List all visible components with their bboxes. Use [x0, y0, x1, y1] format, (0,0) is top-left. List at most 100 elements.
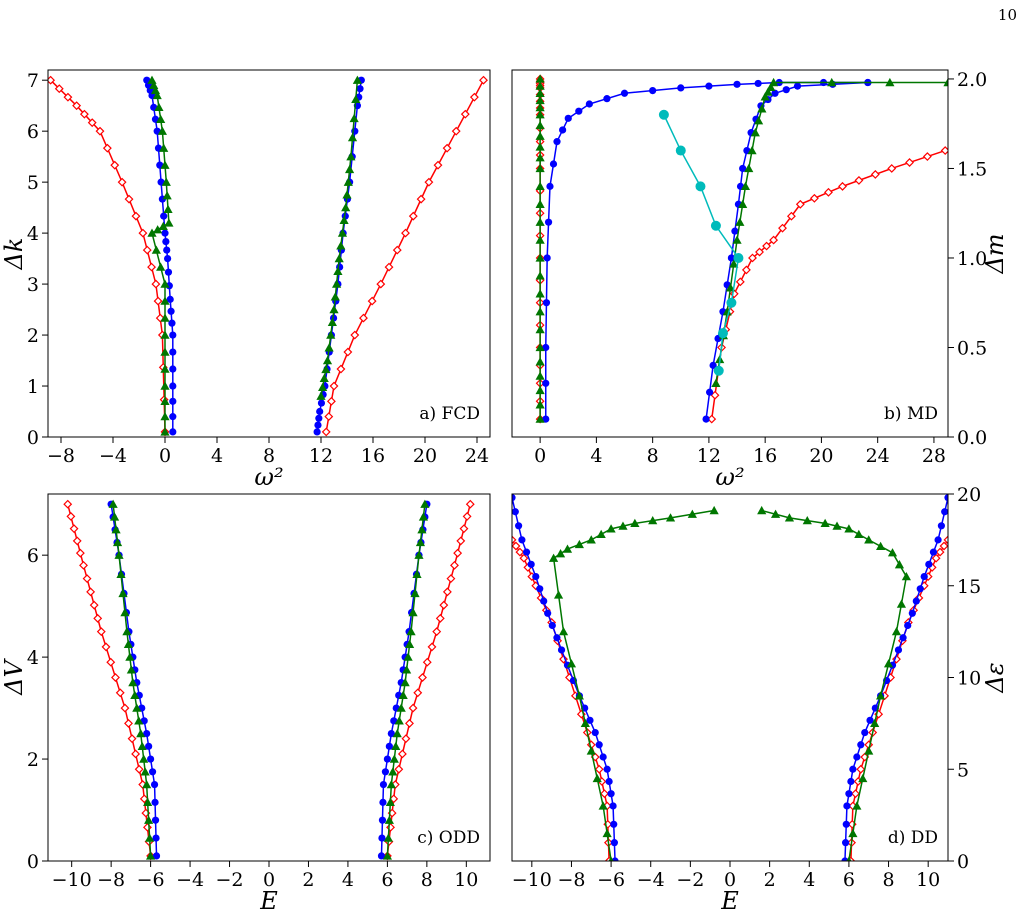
data-point	[600, 789, 609, 799]
data-point	[324, 412, 334, 422]
data-point	[120, 703, 130, 713]
data-point	[164, 254, 172, 263]
x-tick-label: −8	[47, 445, 75, 467]
data-point	[321, 364, 331, 374]
x-tick-label: 4	[211, 445, 223, 467]
axes-frame	[47, 69, 491, 438]
data-point	[894, 560, 905, 569]
data-point	[157, 126, 167, 135]
data-point	[110, 160, 120, 170]
data-point	[153, 296, 163, 306]
data-point	[535, 271, 545, 280]
data-point	[753, 116, 764, 125]
data-point	[439, 600, 449, 610]
data-point	[465, 499, 475, 509]
data-point	[384, 262, 394, 272]
data-point	[592, 773, 602, 783]
data-point	[559, 126, 567, 134]
data-point	[390, 717, 398, 725]
data-point	[89, 600, 99, 610]
series-green-high	[316, 75, 362, 400]
panel-odd: −10 −8 −6 −4 −2 0 2 4 6 8 10 0 2 4 6 E ΔV c) ODD	[0, 493, 491, 915]
series-green-high	[757, 505, 911, 861]
y-tick-label: 2	[27, 749, 39, 771]
data-point	[169, 428, 177, 436]
data-point	[75, 548, 85, 558]
data-point	[79, 560, 88, 570]
series-red-high	[382, 499, 475, 861]
y-tick-label: 1	[27, 376, 39, 398]
data-point	[904, 621, 912, 630]
data-point	[131, 211, 141, 221]
data-point	[143, 822, 152, 832]
y-tick-label: 0	[27, 851, 39, 873]
data-point	[160, 212, 168, 220]
data-point	[935, 547, 945, 557]
panel-label: a) FCD	[419, 404, 480, 424]
x-tick-label: 20	[413, 445, 437, 467]
data-point	[381, 768, 390, 776]
x-tick-label: 16	[753, 445, 777, 467]
y-tick-label: 0.0	[957, 427, 987, 449]
data-point	[540, 597, 548, 605]
data-point	[512, 541, 521, 551]
data-point	[784, 513, 795, 522]
data-point	[406, 627, 416, 636]
data-point	[401, 734, 411, 744]
data-point	[69, 524, 79, 534]
x-tick-label: −6	[597, 869, 625, 891]
data-point	[535, 414, 545, 423]
data-point	[916, 585, 924, 593]
data-point	[151, 798, 159, 806]
data-point	[356, 85, 364, 93]
data-point	[535, 110, 545, 119]
data-point	[535, 95, 545, 105]
data-point	[574, 539, 584, 549]
data-point	[160, 364, 170, 373]
data-point	[535, 88, 545, 97]
plot-area	[512, 494, 948, 861]
data-point	[122, 627, 132, 636]
series-blue-high	[841, 494, 948, 861]
data-point	[535, 307, 545, 316]
data-point	[435, 613, 445, 623]
data-point	[63, 92, 73, 102]
data-point	[851, 789, 860, 799]
data-point	[450, 560, 459, 570]
series-green-low	[108, 499, 156, 860]
data-point	[931, 553, 941, 563]
data-point	[153, 225, 163, 234]
data-point	[705, 82, 713, 90]
data-point	[854, 175, 864, 185]
data-point	[838, 181, 847, 191]
data-point	[134, 716, 144, 725]
x-tick-label: −8	[557, 869, 585, 891]
data-point	[72, 101, 82, 111]
data-point	[386, 822, 395, 832]
data-point	[114, 550, 124, 559]
data-point	[427, 642, 437, 652]
data-point	[512, 535, 517, 545]
data-point	[549, 553, 559, 562]
data-point	[318, 382, 328, 391]
data-point	[396, 703, 406, 712]
data-point	[591, 728, 599, 737]
data-point	[937, 522, 945, 530]
data-point	[535, 217, 545, 226]
data-point	[118, 588, 128, 598]
data-point	[345, 164, 355, 174]
data-point	[336, 364, 346, 374]
x-tick-label: 28	[922, 445, 946, 467]
data-point	[802, 516, 812, 525]
x-tick-label: −4	[99, 445, 127, 467]
data-point	[316, 391, 326, 400]
series-cyan-single	[658, 109, 744, 376]
series-line	[545, 81, 868, 420]
x-tick-label: 12	[309, 445, 333, 467]
x-tick-label: 4	[590, 445, 602, 467]
data-point	[854, 529, 864, 539]
y-tick-label: 7	[27, 70, 39, 92]
data-point	[901, 571, 911, 581]
data-point	[327, 317, 337, 326]
data-point	[337, 228, 348, 237]
